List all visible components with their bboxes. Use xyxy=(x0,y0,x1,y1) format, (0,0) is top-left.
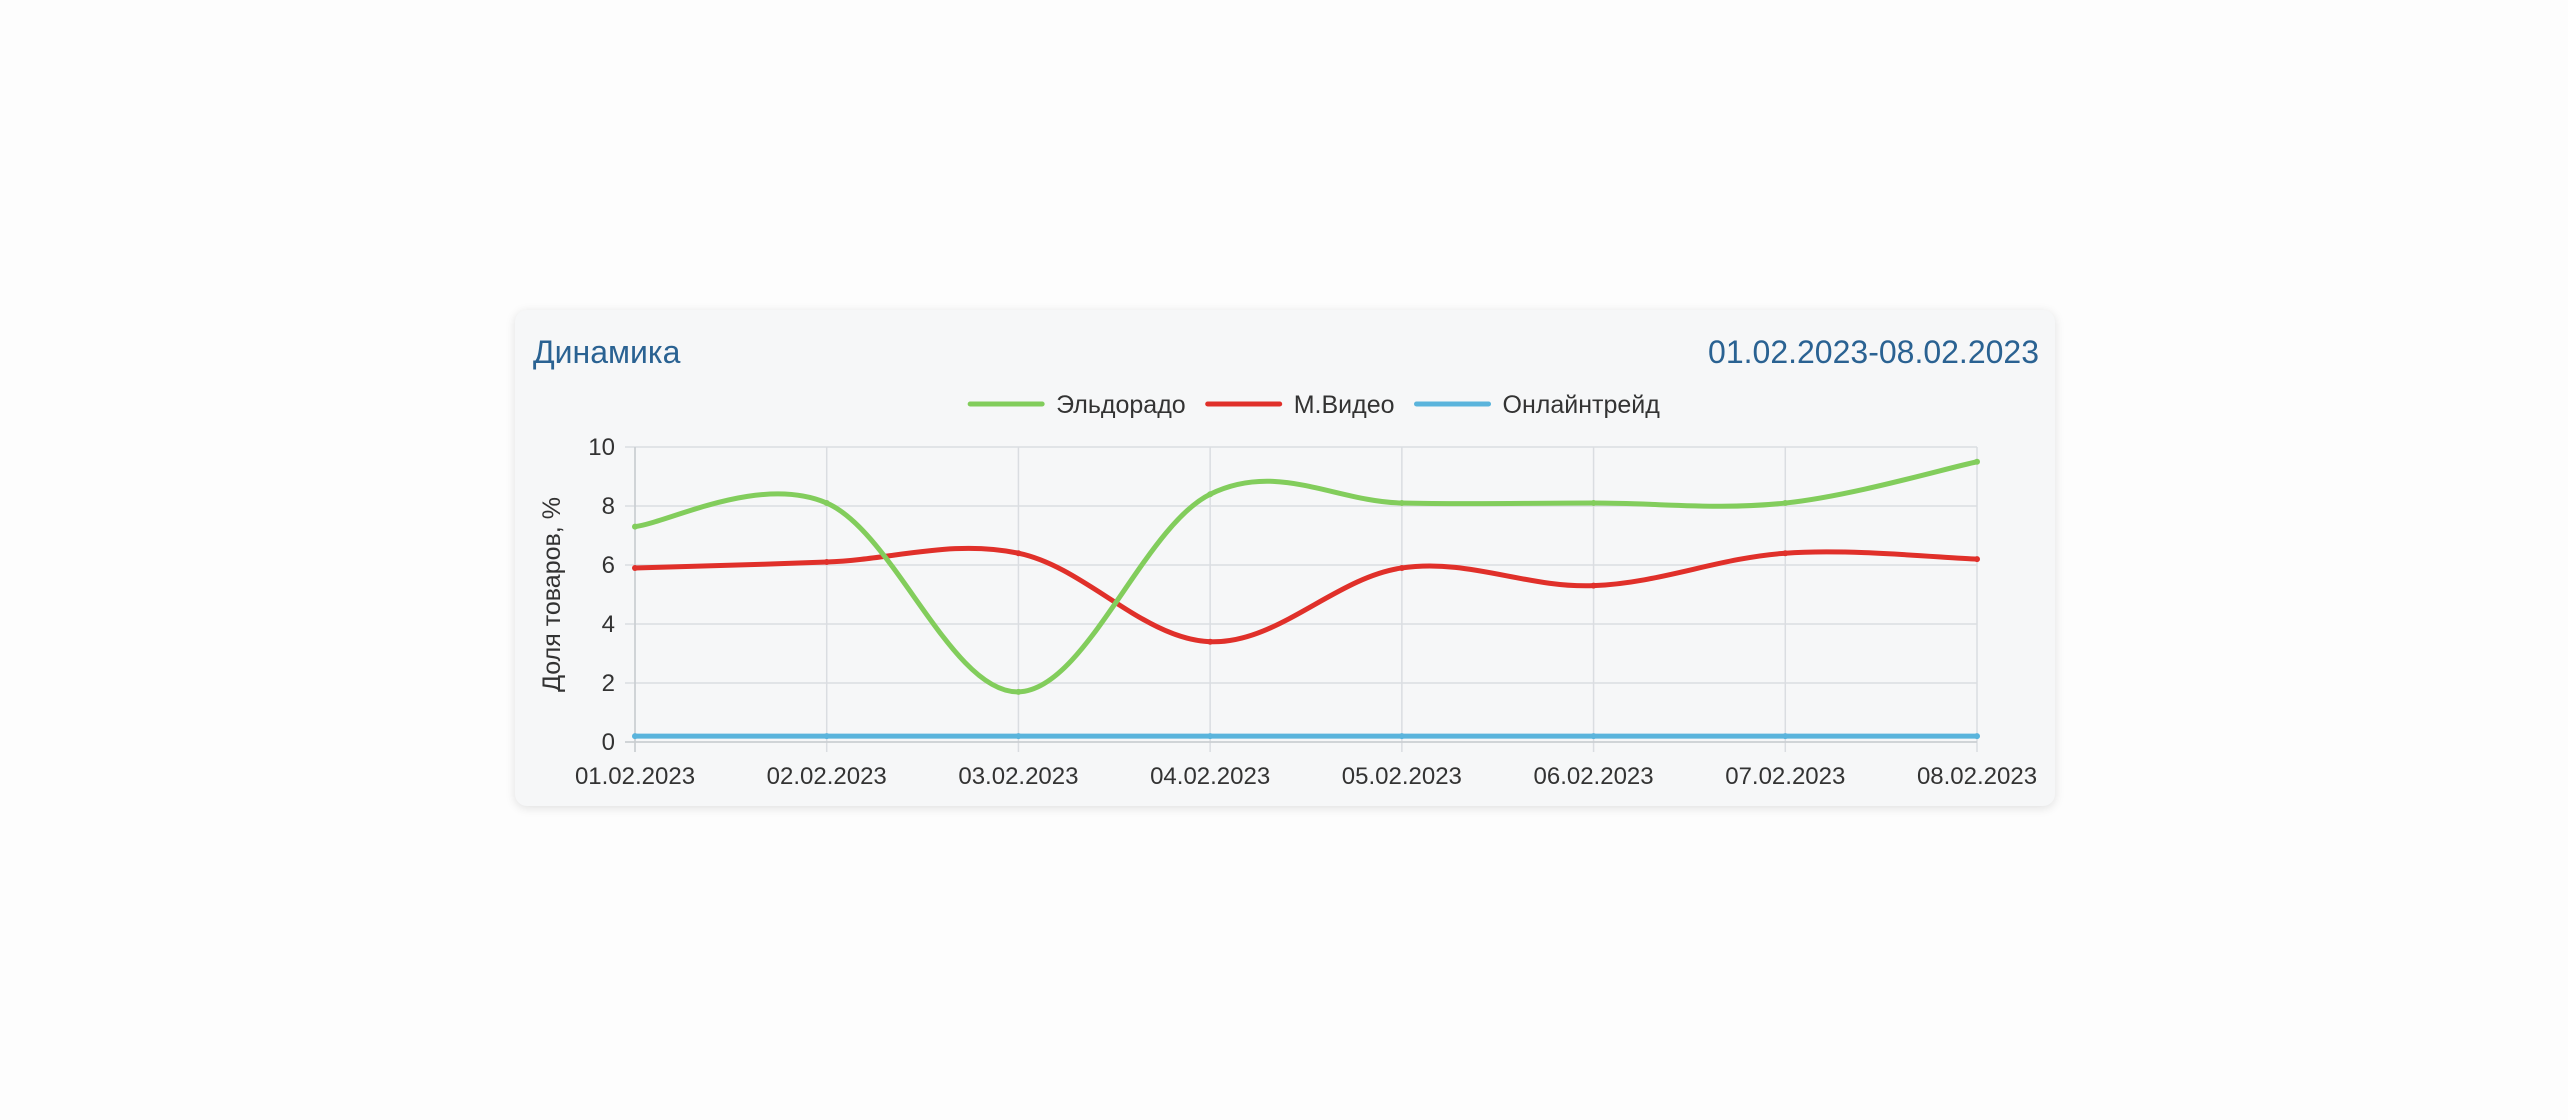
data-point xyxy=(1974,733,1980,740)
legend-item[interactable]: Онлайнтрейд xyxy=(1414,391,1661,419)
y-tick-label: 0 xyxy=(602,729,615,756)
dynamics-card: Динамика 01.02.2023-08.02.2023 0 2 4 6 8 10 0… xyxy=(515,310,2055,806)
legend-item[interactable]: М.Видео xyxy=(1205,391,1395,419)
data-point xyxy=(1398,564,1405,571)
y-tick-label: 4 xyxy=(602,611,615,638)
line-chart: 0 2 4 6 8 10 01.02.2023 02.02.2023 03.02.2023 04… xyxy=(538,391,2037,790)
x-ticks: 01.02.2023 02.02.2023 03.02.2023 04.02.2023… xyxy=(575,763,2037,790)
data-point xyxy=(823,500,830,507)
legend[interactable]: Эльдорадо М.Видео Онлайнтрейд xyxy=(967,391,1661,419)
legend-label: Онлайнтрейд xyxy=(1503,391,1661,419)
data-point xyxy=(1590,733,1597,740)
x-tick-label: 03.02.2023 xyxy=(958,763,1078,790)
y-tick-label: 8 xyxy=(602,493,615,520)
y-tick-label: 2 xyxy=(602,670,615,697)
x-tick-label: 05.02.2023 xyxy=(1342,763,1462,790)
x-tick-label: 02.02.2023 xyxy=(767,763,887,790)
x-tick-label: 08.02.2023 xyxy=(1917,763,2037,790)
data-point xyxy=(1015,688,1022,695)
y-tick-label: 6 xyxy=(602,552,615,579)
data-point xyxy=(632,733,638,740)
x-tick-label: 04.02.2023 xyxy=(1150,763,1270,790)
data-point xyxy=(632,564,638,571)
legend-label: М.Видео xyxy=(1294,391,1395,419)
data-point xyxy=(1782,733,1789,740)
y-tick-label: 10 xyxy=(588,434,615,461)
data-point xyxy=(1590,582,1597,589)
legend-label: Эльдорадо xyxy=(1056,391,1186,419)
data-point xyxy=(823,559,830,566)
grid xyxy=(625,446,1978,752)
data-point xyxy=(1207,491,1214,498)
data-point xyxy=(1398,733,1405,740)
data-point xyxy=(1590,500,1597,507)
series-line-0 xyxy=(632,459,1980,695)
data-point xyxy=(1782,500,1789,507)
data-point xyxy=(1207,638,1214,645)
y-axis-label: Доля товаров, % xyxy=(538,497,566,692)
card-header: Динамика 01.02.2023-08.02.2023 xyxy=(533,330,2039,374)
date-range: 01.02.2023-08.02.2023 xyxy=(1708,333,2039,370)
data-point xyxy=(1015,550,1022,557)
x-tick-label: 01.02.2023 xyxy=(575,763,695,790)
data-point xyxy=(823,733,830,740)
data-point xyxy=(632,523,638,530)
axes xyxy=(625,447,1977,752)
series-lines xyxy=(632,458,1980,740)
card-title: Динамика xyxy=(533,333,681,370)
data-point xyxy=(1207,733,1214,740)
data-point xyxy=(1398,500,1405,507)
data-point xyxy=(1015,733,1022,740)
x-tick-label: 06.02.2023 xyxy=(1534,763,1654,790)
legend-item[interactable]: Эльдорадо xyxy=(967,391,1186,419)
x-tick-label: 07.02.2023 xyxy=(1725,763,1845,790)
series-line-1 xyxy=(632,545,1980,645)
y-ticks: 0 2 4 6 8 10 xyxy=(588,434,615,756)
data-point xyxy=(1782,550,1789,557)
data-point xyxy=(1974,556,1980,563)
chart-area: 0 2 4 6 8 10 01.02.2023 02.02.2023 03.02.2023 04… xyxy=(515,380,2055,806)
data-point xyxy=(1974,458,1980,465)
